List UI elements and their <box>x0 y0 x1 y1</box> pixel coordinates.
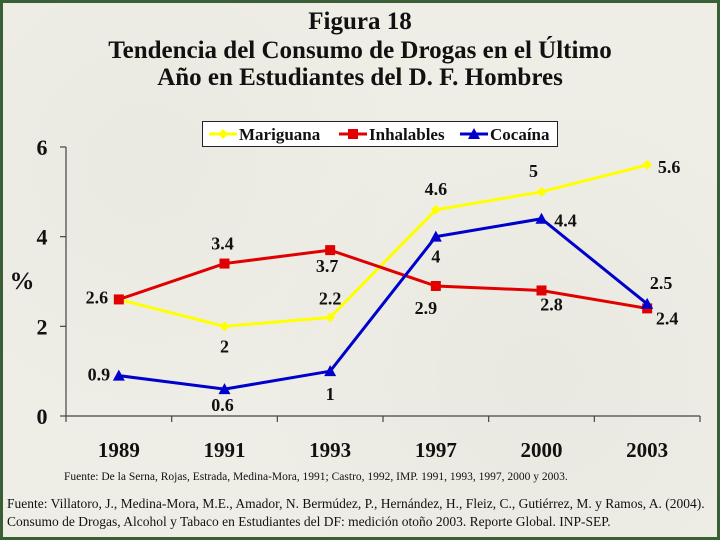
legend-label-mariguana: Mariguana <box>239 125 321 144</box>
point-cocana <box>112 369 125 381</box>
point-mariguana <box>219 321 230 332</box>
x-tick-label: 2000 <box>521 438 563 462</box>
legend-label-inhalables: Inhalables <box>369 125 445 144</box>
point-cocana <box>535 212 548 224</box>
data-label-cocana: 4 <box>431 247 440 267</box>
chart-title-line-2: Año en Estudiantes del D. F. Hombres <box>157 64 563 91</box>
series-line-mariguana <box>118 163 648 328</box>
point-mariguana <box>642 159 653 170</box>
data-label-inhalables: 2.9 <box>415 298 438 318</box>
x-tick-label: 1989 <box>98 438 140 462</box>
legend-markers <box>209 128 488 139</box>
point-inhalables <box>219 258 230 269</box>
y-tick-label: 4 <box>37 225 48 250</box>
point-cocana <box>641 297 654 309</box>
data-label-cocana: 4.4 <box>554 211 577 231</box>
x-tick-label: 1997 <box>415 438 457 462</box>
data-label-mariguana: 5.6 <box>658 157 681 177</box>
point-inhalables <box>536 285 547 296</box>
y-tick-label: 2 <box>37 314 48 339</box>
data-label-inhalables: 3.7 <box>316 256 339 276</box>
data-label-inhalables: 2.4 <box>656 308 679 328</box>
data-label-inhalables: 2.8 <box>540 294 563 314</box>
data-label-mariguana: 4.6 <box>425 179 448 199</box>
legend-label-cocaina: Cocaína <box>490 125 550 144</box>
legend: Mariguana Inhalables Cocaína <box>202 121 558 147</box>
point-cocana <box>218 383 231 395</box>
chart-title-line-1: Tendencia del Consumo de Drogas en el Úl… <box>108 37 612 64</box>
data-label-inhalables: 2.6 <box>86 287 109 307</box>
legend-marker-cocaina <box>468 128 480 139</box>
data-label-cocana: 1 <box>326 384 335 404</box>
data-label-cocana: 0.6 <box>211 395 234 415</box>
point-inhalables <box>113 294 124 305</box>
legend-marker-inhalables <box>348 129 358 139</box>
y-tick-label: 6 <box>37 135 48 160</box>
point-inhalables <box>430 280 441 291</box>
data-label-inhalables: 3.4 <box>211 234 234 254</box>
point-mariguana <box>430 204 441 215</box>
x-tick-label: 1991 <box>204 438 246 462</box>
point-mariguana <box>325 312 336 323</box>
y-axis-label: % <box>10 268 35 295</box>
x-tick-label: 1993 <box>309 438 351 462</box>
point-cocana <box>429 230 442 242</box>
data-label-cocana: 2.5 <box>650 273 673 293</box>
point-inhalables <box>325 245 336 256</box>
data-label-mariguana: 2 <box>220 336 229 356</box>
point-mariguana <box>536 186 547 197</box>
series-line-cocana <box>118 217 649 391</box>
figure-number: Figura 18 <box>308 8 412 35</box>
data-label-cocana: 0.9 <box>88 365 111 385</box>
legend-marker-mariguana <box>218 129 228 139</box>
source-note-short: Fuente: De la Serna, Rojas, Estrada, Med… <box>64 471 568 483</box>
y-tick-label: 0 <box>37 404 48 429</box>
x-tick-label: 2003 <box>626 438 668 462</box>
source-note-full: Fuente: Villatoro, J., Medina-Mora, M.E.… <box>7 496 705 529</box>
data-label-mariguana: 2.2 <box>319 288 342 308</box>
data-label-mariguana: 5 <box>529 161 538 181</box>
series-line-inhalables <box>118 248 648 310</box>
point-cocana <box>324 365 337 377</box>
